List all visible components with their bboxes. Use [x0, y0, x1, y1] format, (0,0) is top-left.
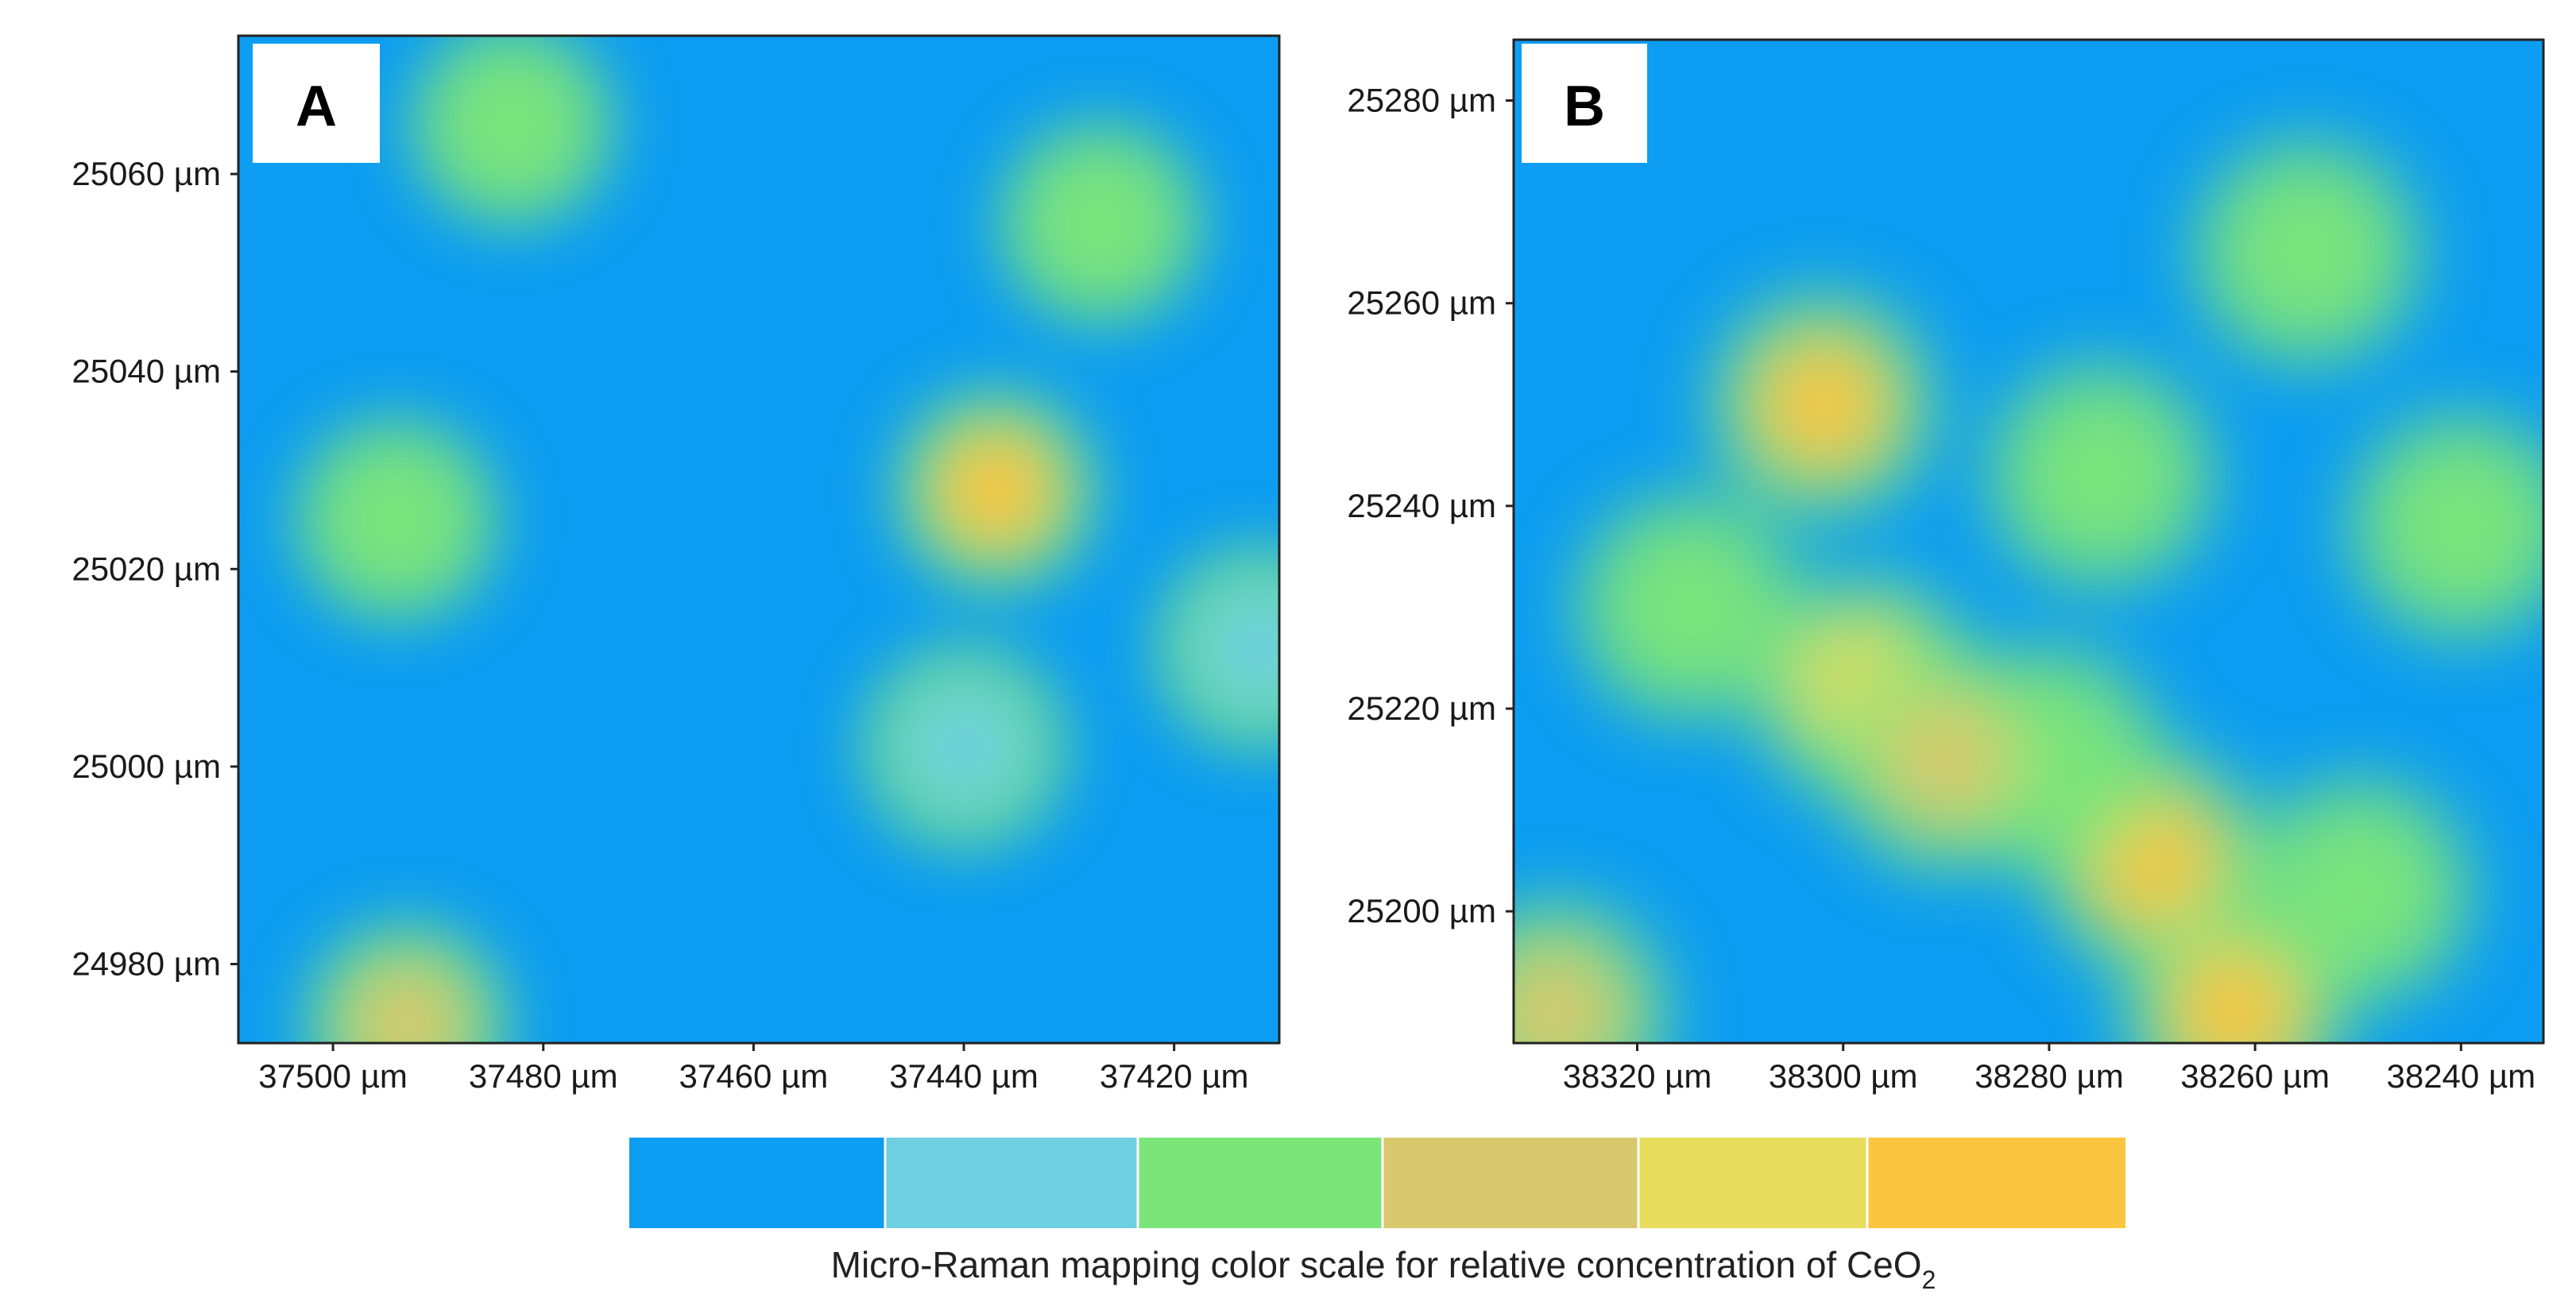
panel-b-hotspots: [1514, 140, 2543, 1043]
x-tick-label: 37480 µm: [469, 1057, 618, 1095]
color-scale-segment: [1383, 1138, 1638, 1228]
hotspot: [451, 64, 573, 185]
x-tick-label: 38300 µm: [1769, 1057, 1918, 1095]
hotspot: [1879, 692, 2013, 826]
panel-a-y-axis: 25060 µm 25040 µm 25020 µm 25000 µm 24980 µm: [72, 155, 238, 983]
panel-b-label-box: [1522, 44, 1647, 163]
hotspot: [1755, 338, 1889, 472]
panel-b-label: B: [1564, 75, 1605, 138]
hotspot: [903, 686, 1025, 808]
hotspot: [335, 459, 457, 581]
color-scale-caption: Micro-Raman mapping color scale for rela…: [831, 1244, 1936, 1294]
y-tick-label: 25280 µm: [1347, 82, 1496, 119]
y-tick-label: 25220 µm: [1347, 690, 1496, 727]
hotspot: [1514, 945, 1622, 1043]
y-tick-label: 24980 µm: [72, 945, 221, 983]
y-tick-label: 25260 µm: [1347, 284, 1496, 322]
y-tick-label: 25040 µm: [72, 353, 221, 390]
color-scale-segment: [1867, 1138, 2125, 1228]
panel-a-frame: [237, 34, 1281, 1045]
x-tick-label: 37440 µm: [889, 1057, 1039, 1095]
color-scale: [629, 1138, 2125, 1228]
panel-b-frame: [1512, 38, 2545, 1045]
hotspot: [2239, 185, 2373, 319]
hotspot: [1622, 540, 1756, 674]
color-scale-segment: [629, 1138, 885, 1228]
color-scale-segment: [1138, 1138, 1383, 1228]
x-tick-label: 37500 µm: [258, 1057, 408, 1095]
color-scale-segment: [885, 1138, 1138, 1228]
panel-a: A 25060 µm 25040 µm 25020 µm 25000 µm 24980 …: [72, 34, 1281, 1095]
panel-b-x-axis: 38320 µm 38300 µm 38280 µm 38260 µm 38240 µm: [1563, 1043, 2535, 1095]
y-tick-label: 25200 µm: [1347, 892, 1496, 929]
panel-b: B 25280 µm 25260 µm 25240 µm 25220 µm 25200 …: [1347, 38, 2545, 1095]
panel-b-y-axis: 25280 µm 25260 µm 25240 µm 25220 µm 25200 µm: [1347, 82, 1514, 929]
hotspot: [1197, 587, 1279, 709]
hotspot: [1040, 163, 1162, 284]
x-tick-label: 38280 µm: [1975, 1057, 2124, 1095]
color-scale-segment: [1638, 1138, 1867, 1228]
x-tick-label: 37460 µm: [679, 1057, 829, 1095]
panel-a-x-axis: 37500 µm 37480 µm 37460 µm 37440 µm 37420 µm: [258, 1043, 1249, 1095]
y-tick-label: 25020 µm: [72, 550, 221, 587]
caption-main: Micro-Raman mapping color scale for rela…: [831, 1244, 1922, 1285]
y-tick-label: 25060 µm: [72, 155, 221, 192]
hotspot: [2168, 945, 2302, 1043]
hotspot: [346, 963, 467, 1043]
hotspot: [2033, 408, 2168, 543]
panel-a-hotspots: [294, 36, 1279, 1043]
panel-a-label-box: [253, 44, 380, 163]
y-tick-label: 25240 µm: [1347, 487, 1496, 524]
x-tick-label: 37420 µm: [1100, 1057, 1249, 1095]
x-tick-label: 38240 µm: [2386, 1057, 2535, 1095]
hotspot: [2394, 459, 2528, 593]
panel-a-label: A: [296, 75, 337, 138]
caption-subscript: 2: [1922, 1266, 1936, 1294]
hotspot: [2291, 824, 2425, 958]
hotspot: [934, 429, 1056, 551]
x-tick-label: 38320 µm: [1563, 1057, 1712, 1095]
y-tick-label: 25000 µm: [72, 748, 221, 785]
x-tick-label: 38260 µm: [2180, 1057, 2330, 1095]
